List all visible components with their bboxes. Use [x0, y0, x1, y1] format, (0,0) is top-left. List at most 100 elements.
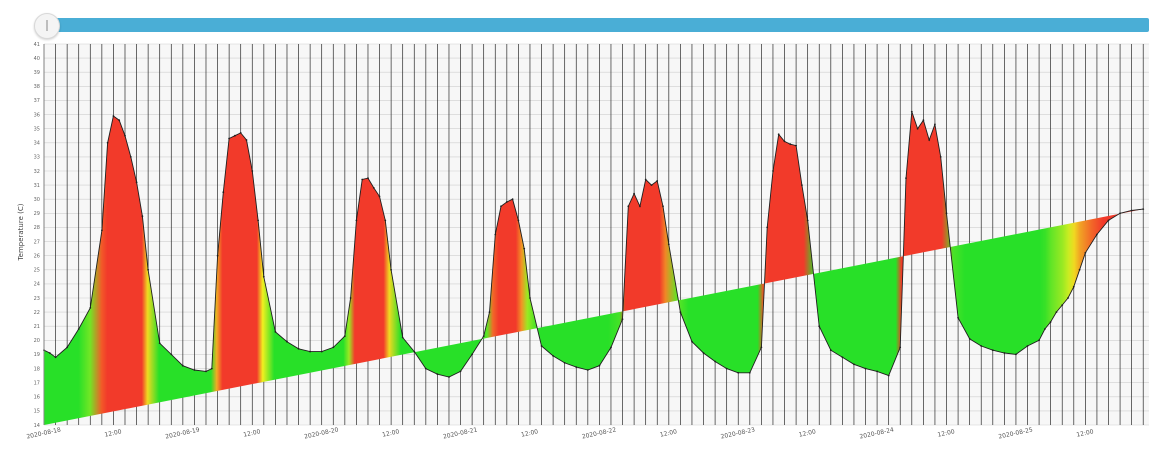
range-slider-track[interactable] — [44, 18, 1149, 32]
data-point — [511, 198, 514, 201]
data-point — [575, 366, 578, 368]
y-tick-label: 38 — [34, 84, 40, 90]
data-point — [436, 373, 439, 376]
data-point — [141, 215, 144, 218]
data-point — [355, 219, 358, 222]
data-point — [158, 342, 161, 345]
data-point — [1072, 285, 1075, 288]
data-point — [129, 156, 132, 158]
data-point — [1119, 212, 1121, 215]
data-point — [806, 219, 809, 222]
data-point — [633, 192, 635, 195]
data-point — [1142, 208, 1145, 211]
x-tick-label: 12:00 — [798, 428, 817, 438]
data-point — [586, 369, 589, 371]
data-point — [598, 364, 601, 367]
y-tick-label: 14 — [34, 423, 40, 429]
x-tick-label: 12:00 — [1076, 428, 1095, 438]
y-tick-label: 27 — [34, 239, 40, 245]
range-slider-handle[interactable] — [34, 13, 60, 39]
data-point — [124, 134, 126, 137]
data-point — [1067, 297, 1069, 299]
data-point — [170, 353, 173, 356]
data-point — [205, 370, 207, 373]
data-point — [1026, 345, 1029, 347]
y-tick-label: 25 — [34, 268, 40, 274]
data-point — [939, 156, 942, 158]
data-point — [210, 367, 213, 370]
data-point — [48, 352, 51, 354]
data-point — [505, 201, 508, 203]
data-point — [1038, 339, 1040, 342]
x-tick-label: 2020-08-22 — [581, 426, 617, 440]
data-point — [1084, 251, 1087, 254]
data-point — [378, 195, 381, 198]
data-point — [783, 140, 786, 143]
data-point — [691, 340, 693, 343]
data-point — [106, 141, 109, 144]
x-tick-label: 2020-08-23 — [720, 426, 756, 440]
x-tick-label: 2020-08-21 — [442, 426, 478, 440]
data-point — [737, 371, 740, 374]
y-tick-label: 31 — [34, 183, 40, 189]
data-point — [789, 143, 792, 146]
data-point — [1003, 352, 1006, 354]
data-point — [1055, 311, 1058, 313]
data-point — [372, 187, 375, 189]
data-point — [245, 139, 248, 141]
data-point — [1049, 321, 1052, 323]
y-tick-label: 40 — [34, 56, 40, 62]
data-point — [274, 331, 277, 333]
data-point — [899, 346, 902, 349]
x-tick-label: 12:00 — [659, 428, 678, 438]
data-point — [801, 184, 803, 187]
data-point — [748, 371, 751, 374]
data-point — [101, 229, 103, 232]
y-tick-label: 30 — [34, 197, 40, 203]
y-tick-label: 16 — [34, 395, 40, 401]
data-point — [239, 132, 242, 134]
y-tick-label: 19 — [34, 352, 40, 358]
x-tick-label: 2020-08-18 — [26, 426, 62, 440]
x-tick-label: 12:00 — [382, 428, 401, 438]
grid-lines — [43, 43, 1149, 426]
data-point — [760, 346, 763, 349]
data-point — [1096, 233, 1098, 236]
data-point — [349, 297, 352, 299]
x-tick-label: 2020-08-24 — [859, 426, 895, 440]
y-tick-label: 39 — [34, 70, 40, 76]
y-tick-label: 22 — [34, 310, 40, 316]
data-point — [228, 137, 231, 140]
data-point — [540, 345, 543, 347]
data-point — [772, 170, 774, 172]
temperature-area — [44, 111, 1144, 425]
y-tick-label: 21 — [34, 324, 40, 330]
data-point — [667, 243, 670, 246]
x-tick-label: 12:00 — [520, 428, 539, 438]
y-axis-label: Temperature (C) — [17, 203, 25, 261]
data-point — [488, 311, 491, 313]
data-point — [656, 180, 659, 182]
y-tick-label: 35 — [34, 126, 40, 132]
data-point — [610, 346, 612, 349]
data-point — [257, 219, 259, 222]
data-point — [448, 376, 450, 378]
data-point — [853, 363, 855, 366]
data-point — [829, 349, 832, 352]
data-point — [818, 325, 821, 328]
data-point — [523, 247, 526, 250]
x-tick-label: 12:00 — [104, 428, 123, 438]
data-point — [112, 115, 115, 117]
data-point — [193, 369, 196, 371]
data-point — [471, 353, 473, 356]
data-point — [841, 356, 844, 359]
plot-background — [44, 44, 1149, 425]
data-point — [1015, 353, 1017, 356]
y-tick-label: 37 — [34, 98, 40, 104]
data-point — [494, 233, 497, 236]
y-tick-label: 17 — [34, 380, 40, 386]
data-point — [309, 350, 311, 353]
y-tick-label: 41 — [34, 42, 40, 48]
data-point — [991, 349, 994, 352]
y-tick-label: 20 — [34, 338, 40, 344]
